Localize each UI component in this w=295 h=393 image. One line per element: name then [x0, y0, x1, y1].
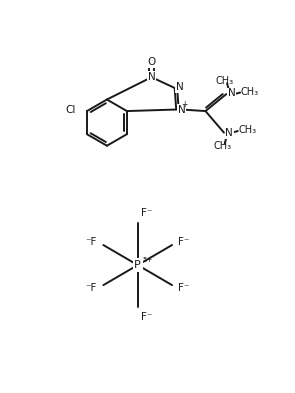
- Text: Cl: Cl: [66, 105, 76, 115]
- Text: ⁻F: ⁻F: [86, 283, 97, 293]
- Text: N: N: [148, 72, 155, 82]
- Text: N: N: [176, 82, 184, 92]
- Text: CH₃: CH₃: [213, 141, 232, 151]
- Text: CH₃: CH₃: [241, 87, 259, 97]
- Text: P: P: [134, 260, 141, 270]
- Text: O: O: [148, 57, 156, 67]
- Text: CH₃: CH₃: [239, 125, 257, 135]
- Text: +: +: [181, 100, 188, 108]
- Text: N: N: [228, 88, 235, 98]
- Text: F⁻: F⁻: [141, 208, 152, 218]
- Text: 5+: 5+: [142, 257, 153, 263]
- Text: F⁻: F⁻: [178, 283, 190, 293]
- Text: N: N: [178, 105, 186, 114]
- Text: CH₃: CH₃: [216, 76, 234, 86]
- Text: N: N: [225, 129, 233, 138]
- Text: ⁻F: ⁻F: [86, 237, 97, 247]
- Text: F⁻: F⁻: [178, 237, 190, 247]
- Text: F⁻: F⁻: [141, 312, 152, 322]
